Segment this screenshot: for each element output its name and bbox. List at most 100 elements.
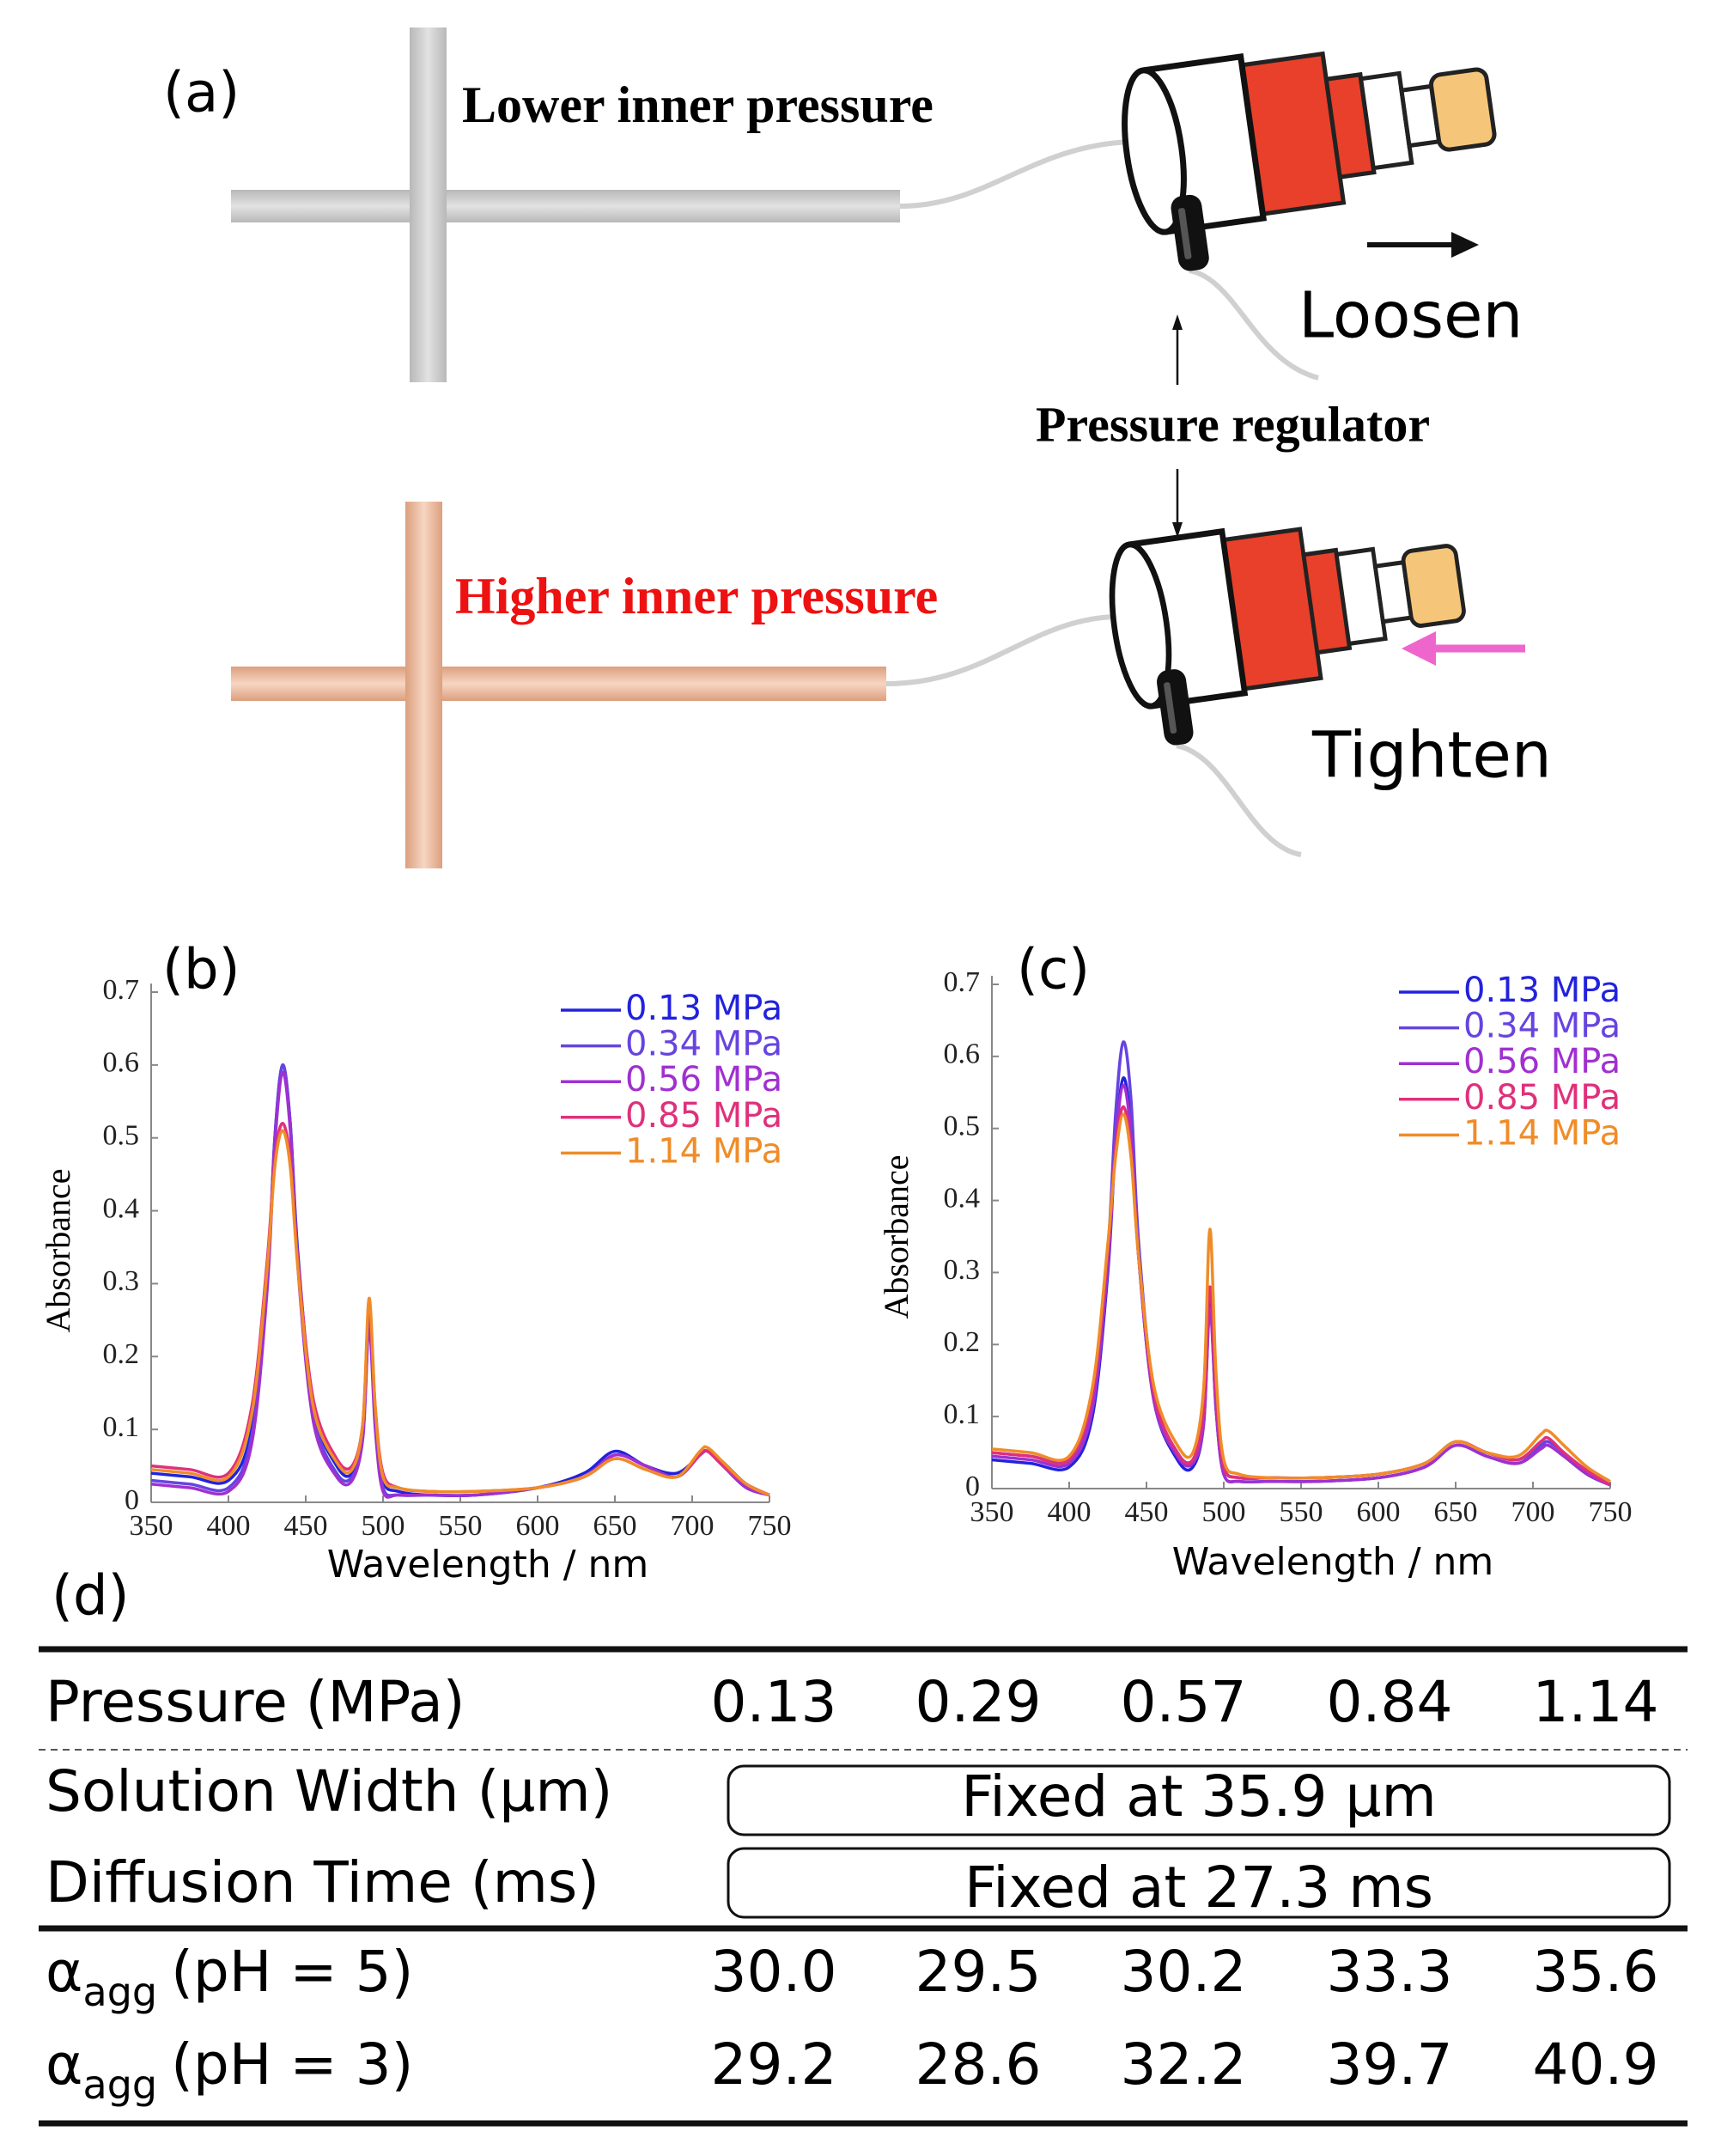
label: Higher inner pressure — [455, 568, 938, 624]
panel-label: (c) — [1017, 939, 1090, 1002]
cell: 33.3 — [1327, 1939, 1453, 2005]
y-tick-label: 0.7 — [944, 966, 981, 998]
channel — [231, 190, 900, 222]
y-tick-label: 0.4 — [944, 1182, 981, 1214]
pressure-regulator — [1116, 23, 1507, 277]
cell: 0.29 — [915, 1669, 1042, 1735]
panel-label: (b) — [162, 939, 240, 1002]
y-tick-label: 0.6 — [103, 1047, 140, 1079]
x-tick-label: 500 — [362, 1510, 405, 1542]
legend-label: 0.13 MPa — [1463, 971, 1621, 1010]
tube — [885, 614, 1117, 686]
x-tick-label: 550 — [439, 1510, 483, 1542]
x-tick-label: 750 — [1589, 1496, 1633, 1528]
x-tick-label: 700 — [671, 1510, 715, 1542]
y-tick-label: 0 — [965, 1471, 980, 1502]
subscript: agg — [83, 2062, 158, 2108]
arrow-head — [1402, 631, 1436, 666]
row-label: Diffusion Time (ms) — [46, 1849, 599, 1915]
pressure-regulator — [1104, 500, 1477, 752]
symbol: α — [46, 1939, 83, 2005]
x-tick-label: 750 — [748, 1510, 792, 1542]
y-tick-label: 0.2 — [944, 1326, 981, 1358]
panel-label: (a) — [163, 62, 240, 125]
x-tick-label: 450 — [284, 1510, 328, 1542]
channel — [410, 27, 447, 382]
label: Lower inner pressure — [462, 76, 934, 133]
spectrum-line — [150, 1121, 770, 1497]
y-tick-label: 0.2 — [103, 1338, 140, 1370]
x-tick-label: 350 — [130, 1510, 173, 1542]
cell: 0.84 — [1327, 1669, 1453, 1735]
x-tick-label: 550 — [1280, 1496, 1323, 1528]
row-label: Pressure (MPa) — [46, 1669, 465, 1735]
x-tick-label: 650 — [1434, 1496, 1478, 1528]
x-tick-label: 650 — [593, 1510, 637, 1542]
tube — [1176, 743, 1302, 857]
y-tick-label: 0.4 — [103, 1192, 140, 1224]
legend-label: 0.56 MPa — [1463, 1042, 1621, 1081]
x-tick-label: 600 — [516, 1510, 560, 1542]
row-label-text: (pH = 3) — [171, 2031, 413, 2098]
cell: 40.9 — [1533, 2031, 1659, 2098]
y-axis-label: Absorbance — [877, 1154, 915, 1319]
subscript: agg — [83, 1969, 158, 2015]
cell: 32.2 — [1121, 2031, 1247, 2098]
x-tick-label: 600 — [1357, 1496, 1401, 1528]
legend-label: 0.34 MPa — [625, 1025, 782, 1064]
channel — [405, 502, 442, 868]
y-tick-label: 0.1 — [944, 1398, 981, 1430]
y-tick-label: 0.5 — [944, 1111, 981, 1142]
cell: 30.0 — [711, 1939, 837, 2005]
legend-label: 0.13 MPa — [625, 989, 782, 1028]
label: Pressure regulator — [1036, 396, 1430, 452]
label: Loosen — [1298, 279, 1523, 353]
cell: 35.6 — [1533, 1939, 1659, 2005]
y-tick-label: 0.7 — [103, 974, 140, 1006]
spectrum-line — [991, 1112, 1611, 1483]
cell: Fixed at 35.9 μm — [961, 1763, 1437, 1830]
y-tick-label: 0.3 — [944, 1254, 981, 1286]
x-tick-label: 400 — [207, 1510, 251, 1542]
legend-label: 0.85 MPa — [1463, 1078, 1621, 1118]
channel — [231, 667, 886, 701]
label: Tighten — [1311, 719, 1552, 793]
y-tick-label: 0.6 — [944, 1038, 981, 1070]
legend-label: 0.85 MPa — [625, 1096, 782, 1136]
legend-label: 0.56 MPa — [625, 1060, 782, 1099]
row-label: αagg (pH = 3) — [46, 2031, 413, 2107]
tube — [899, 139, 1131, 209]
x-tick-label: 700 — [1511, 1496, 1555, 1528]
legend-label: 0.34 MPa — [1463, 1007, 1621, 1046]
x-axis-label: Wavelength / nm — [1172, 1540, 1494, 1584]
y-tick-label: 0.5 — [103, 1120, 140, 1152]
tube — [1189, 268, 1319, 381]
table-box — [727, 1847, 1671, 1919]
row-label-text: (pH = 5) — [171, 1939, 413, 2005]
x-axis-label: Wavelength / nm — [327, 1543, 649, 1587]
symbol: α — [46, 2031, 83, 2098]
arrow-head — [1172, 314, 1183, 330]
x-tick-label: 450 — [1125, 1496, 1169, 1528]
cell: 29.2 — [711, 2031, 837, 2098]
y-tick-label: 0.3 — [103, 1265, 140, 1297]
cell: 0.13 — [711, 1669, 837, 1735]
arrow-head — [1172, 522, 1183, 538]
row-label: Solution Width (μm) — [46, 1758, 612, 1824]
x-tick-label: 500 — [1202, 1496, 1246, 1528]
cell: 28.6 — [915, 2031, 1042, 2098]
table-box — [727, 1764, 1671, 1836]
y-axis-label: Absorbance — [39, 1168, 77, 1332]
y-tick-label: 0.1 — [103, 1411, 140, 1443]
legend-label: 1.14 MPa — [625, 1131, 782, 1171]
cell: 30.2 — [1121, 1939, 1247, 2005]
row-label: αagg (pH = 5) — [46, 1939, 413, 2014]
x-tick-label: 400 — [1048, 1496, 1092, 1528]
x-tick-label: 350 — [970, 1496, 1014, 1528]
legend-label: 1.14 MPa — [1463, 1113, 1621, 1153]
cell: 29.5 — [915, 1939, 1042, 2005]
cell: 0.57 — [1121, 1669, 1247, 1735]
cell: Fixed at 27.3 ms — [964, 1855, 1433, 1921]
